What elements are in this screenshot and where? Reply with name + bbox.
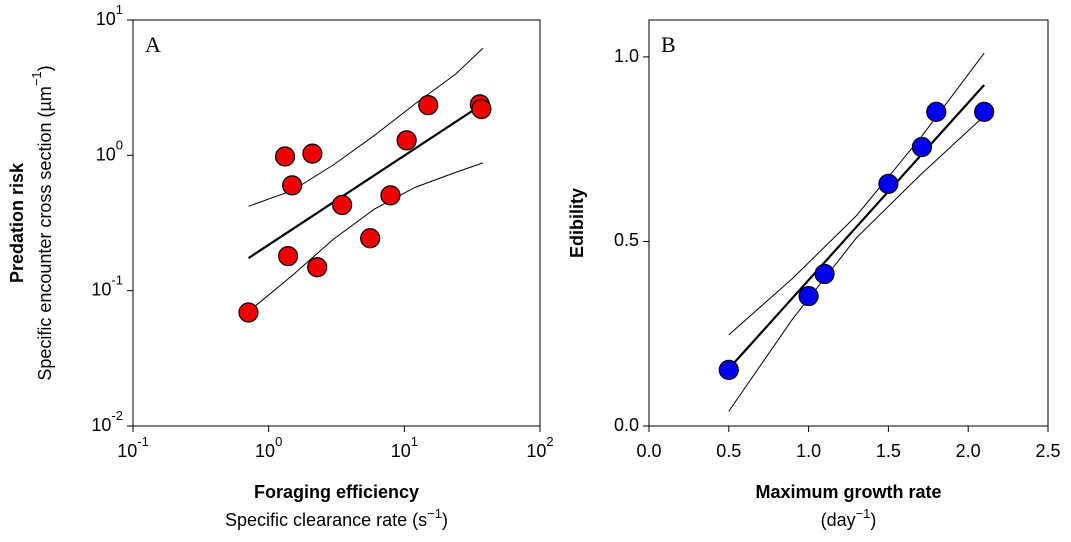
x-tick-label: 0.0 [636, 441, 661, 461]
data-point [282, 175, 303, 196]
data-point [396, 130, 417, 151]
x-axis-subtitle: Specific clearance rate (s−1) [225, 506, 448, 530]
x-axis-title: Foraging efficiency [254, 482, 419, 502]
y-tick-label: 10-1 [91, 273, 123, 299]
x-tick-label: 101 [391, 434, 418, 460]
y-tick-label-exp: 0 [116, 138, 123, 153]
x-tick-label-base: 10 [391, 441, 411, 461]
data-point [798, 285, 819, 307]
x-tick-label-base: 10 [255, 441, 275, 461]
confidence-upper [728, 52, 985, 336]
y-axis-subtitle-end: ) [35, 65, 55, 71]
data-point [274, 146, 296, 167]
data-point [360, 228, 381, 249]
x-tick-label: 2.5 [1035, 441, 1060, 461]
y-tick-label: 1.0 [614, 46, 639, 66]
data-point [926, 101, 947, 123]
x-axis-subtitle-end: ) [442, 510, 448, 530]
data-point [238, 302, 259, 323]
plot-frame [132, 19, 541, 427]
data-point [471, 98, 492, 120]
data-point [418, 95, 439, 116]
x-tick-label-base: 2.0 [956, 441, 981, 461]
x-tick-label: 10-1 [117, 434, 149, 460]
y-tick-label-base: 1.0 [614, 46, 639, 66]
data-point [332, 194, 353, 216]
x-axis-subtitle-text: (day [821, 510, 856, 530]
y-axis-subtitle: Specific encounter cross section (µm−1) [29, 65, 54, 380]
panel-label: B [661, 32, 676, 57]
data-point [302, 143, 323, 164]
y-tick-label-base: 10 [91, 415, 111, 435]
x-tick-label-exp: 2 [546, 434, 553, 449]
data-point [277, 246, 299, 267]
x-tick-label-exp: 0 [275, 434, 282, 449]
regression-line [247, 102, 484, 260]
y-tick-label: 100 [96, 138, 123, 164]
x-axis-subtitle-sup: −1 [856, 506, 871, 521]
x-tick-label-base: 10 [526, 441, 546, 461]
x-tick-label-base: 1.0 [796, 441, 821, 461]
x-tick-label: 1.0 [796, 441, 821, 461]
x-tick-label: 2.0 [956, 441, 981, 461]
x-tick-label-exp: -1 [137, 434, 149, 449]
x-axis-subtitle-text: Specific clearance rate (s [225, 510, 427, 530]
y-tick-label-base: 0.0 [614, 415, 639, 435]
panel-label: A [145, 32, 161, 57]
y-tick-label-exp: 1 [116, 2, 123, 17]
y-tick-label: 0.0 [614, 415, 639, 435]
x-tick-label-base: 0.0 [636, 441, 661, 461]
x-axis-subtitle: (day−1) [821, 506, 877, 530]
x-tick-label: 100 [255, 434, 282, 460]
y-axis-subtitle-text: Specific encounter cross section (µm [35, 86, 55, 381]
data-point [307, 257, 328, 278]
y-tick-label: 101 [96, 2, 123, 28]
data-point [878, 173, 899, 194]
y-tick-label-exp: -2 [111, 408, 123, 423]
plot-frame [648, 19, 1049, 427]
x-tick-label: 102 [526, 434, 553, 460]
y-axis-title: Predation risk [7, 162, 27, 283]
x-tick-label: 1.5 [876, 441, 901, 461]
data-point [974, 101, 995, 123]
x-axis-title: Maximum growth rate [755, 482, 941, 502]
data-point [911, 136, 933, 158]
data-point [718, 359, 739, 380]
regression-line [727, 84, 985, 370]
data-point [380, 185, 401, 206]
x-axis-subtitle-sup: −1 [427, 506, 442, 521]
x-axis-subtitle-end: ) [870, 510, 876, 530]
y-axis-title: Edibility [567, 188, 587, 258]
confidence-lower [248, 162, 484, 313]
confidence-lower [728, 115, 985, 412]
x-tick-label-base: 10 [117, 441, 137, 461]
y-tick-label-base: 10 [96, 9, 116, 29]
y-tick-label: 10-2 [91, 408, 123, 434]
y-tick-label-exp: -1 [111, 273, 123, 288]
y-tick-label-base: 10 [96, 144, 116, 164]
y-tick-label: 0.5 [614, 230, 639, 250]
x-tick-label-exp: 1 [411, 434, 418, 449]
x-tick-label: 0.5 [716, 441, 741, 461]
data-point [814, 263, 835, 285]
y-tick-label-base: 10 [91, 279, 111, 299]
y-axis-subtitle-sup: −1 [29, 71, 44, 86]
